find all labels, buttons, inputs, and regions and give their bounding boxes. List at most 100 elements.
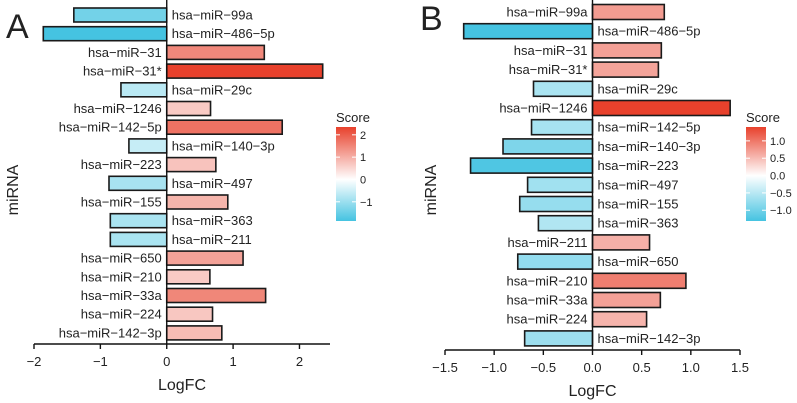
- x-tick-label: −1.0: [481, 360, 507, 375]
- bar-label: hsa−miR−142−5p: [59, 120, 162, 135]
- bar: [120, 82, 168, 98]
- legend-colorbar: [746, 127, 766, 221]
- bar-label: hsa−miR−497: [172, 176, 253, 191]
- bar-label: hsa−miR−99a: [507, 5, 589, 20]
- x-tick-label: 0: [163, 354, 170, 369]
- bar: [591, 3, 666, 21]
- bar-label: hsa−miR−224: [81, 307, 162, 322]
- bar-label: hsa−miR−31*: [83, 64, 162, 79]
- x-tick-label: −0.5: [530, 360, 556, 375]
- y-axis-title: miRNA: [5, 164, 22, 215]
- bar: [462, 22, 594, 40]
- bar: [165, 156, 217, 173]
- bar: [165, 44, 266, 61]
- bar: [591, 272, 687, 290]
- bar: [523, 330, 594, 347]
- bar: [73, 7, 168, 23]
- panel-label: A: [6, 8, 29, 46]
- x-tick-label: 1.0: [682, 360, 700, 375]
- bar-label: hsa−miR−142−3p: [598, 331, 701, 346]
- bar: [165, 194, 229, 210]
- x-tick-label: 0.0: [583, 360, 601, 375]
- bar: [165, 268, 211, 285]
- x-tick-label: −2: [27, 354, 42, 369]
- bar-label: hsa−miR−486−5p: [172, 26, 275, 41]
- bar-label: hsa−miR−223: [81, 157, 162, 172]
- bar-label: hsa−miR−140−3p: [598, 139, 701, 154]
- bar: [165, 63, 324, 79]
- bar: [165, 306, 214, 323]
- bar-label: hsa−miR−142−5p: [598, 120, 701, 135]
- bar-label: hsa−miR−33a: [81, 288, 163, 303]
- bar-label: hsa−miR−211: [508, 235, 588, 250]
- x-tick-label: −1.5: [432, 360, 458, 375]
- bar-label: hsa−miR−486−5p: [598, 24, 701, 39]
- bar-label: hsa−miR−33a: [507, 293, 589, 308]
- bar: [165, 325, 223, 341]
- bar-label: hsa−miR−142−3p: [59, 325, 162, 340]
- bar: [518, 195, 594, 213]
- bar: [532, 80, 594, 98]
- bar-label: hsa−miR−223: [598, 158, 679, 173]
- bar: [526, 176, 594, 194]
- bar-label: hsa−miR−210: [507, 273, 588, 288]
- legend-tick-label: −0.5: [770, 188, 792, 200]
- bar: [42, 25, 168, 42]
- bar: [591, 310, 648, 328]
- bar-label: hsa−miR−1246: [74, 101, 162, 116]
- bar: [128, 138, 168, 154]
- bar-label: hsa−miR−363: [598, 216, 679, 231]
- bar: [165, 250, 244, 266]
- x-tick-label: −1: [93, 354, 108, 369]
- bar: [502, 138, 594, 155]
- x-tick-label: 2: [296, 354, 303, 369]
- x-tick-label: 1.5: [731, 360, 749, 375]
- bar-label: hsa−miR−224: [507, 312, 588, 327]
- bar-label: hsa−miR−140−3p: [172, 138, 275, 153]
- bar-label: hsa−miR−29c: [172, 82, 253, 97]
- x-tick-label: 1: [229, 354, 236, 369]
- bar: [530, 118, 594, 136]
- bar-label: hsa−miR−31: [88, 45, 162, 60]
- legend-tick-label: −1: [360, 197, 373, 209]
- bar: [591, 42, 663, 59]
- bar-label: hsa−miR−99a: [172, 8, 254, 23]
- bar-label: hsa−miR−31: [514, 43, 588, 58]
- bar: [109, 212, 168, 229]
- bar: [516, 253, 594, 270]
- x-tick-label: 0.5: [633, 360, 651, 375]
- bar-label: hsa−miR−1246: [499, 101, 587, 116]
- legend-tick-label: 0: [360, 174, 366, 186]
- x-axis-title: LogFC: [568, 383, 616, 400]
- bar-label: hsa−miR−497: [598, 177, 679, 192]
- bar-label: hsa−miR−650: [598, 254, 679, 269]
- bar: [165, 119, 284, 135]
- bar: [537, 214, 594, 232]
- legend-title: Score: [746, 110, 780, 125]
- y-axis-title: miRNA: [423, 164, 440, 215]
- legend-tick-label: −1.0: [770, 205, 792, 217]
- panel-label: B: [420, 0, 443, 38]
- bar-label: hsa−miR−31*: [509, 62, 588, 77]
- bar-label: hsa−miR−363: [172, 213, 253, 228]
- bar: [591, 291, 662, 309]
- bar: [469, 157, 594, 174]
- legend-tick-label: 0.0: [770, 171, 785, 183]
- legend-title: Score: [336, 110, 370, 125]
- bar: [591, 61, 660, 78]
- bar: [165, 100, 212, 117]
- bar-label: hsa−miR−650: [81, 251, 162, 266]
- bar: [591, 234, 651, 251]
- bar: [108, 175, 168, 192]
- bar: [109, 231, 168, 248]
- legend-colorbar: [336, 127, 356, 221]
- legend-tick-label: 1: [360, 152, 366, 164]
- bar-label: hsa−miR−155: [81, 195, 162, 210]
- bar-label: hsa−miR−210: [81, 269, 162, 284]
- bar-label: hsa−miR−211: [172, 232, 252, 247]
- bar: [591, 99, 731, 117]
- bar-label: hsa−miR−29c: [598, 81, 679, 96]
